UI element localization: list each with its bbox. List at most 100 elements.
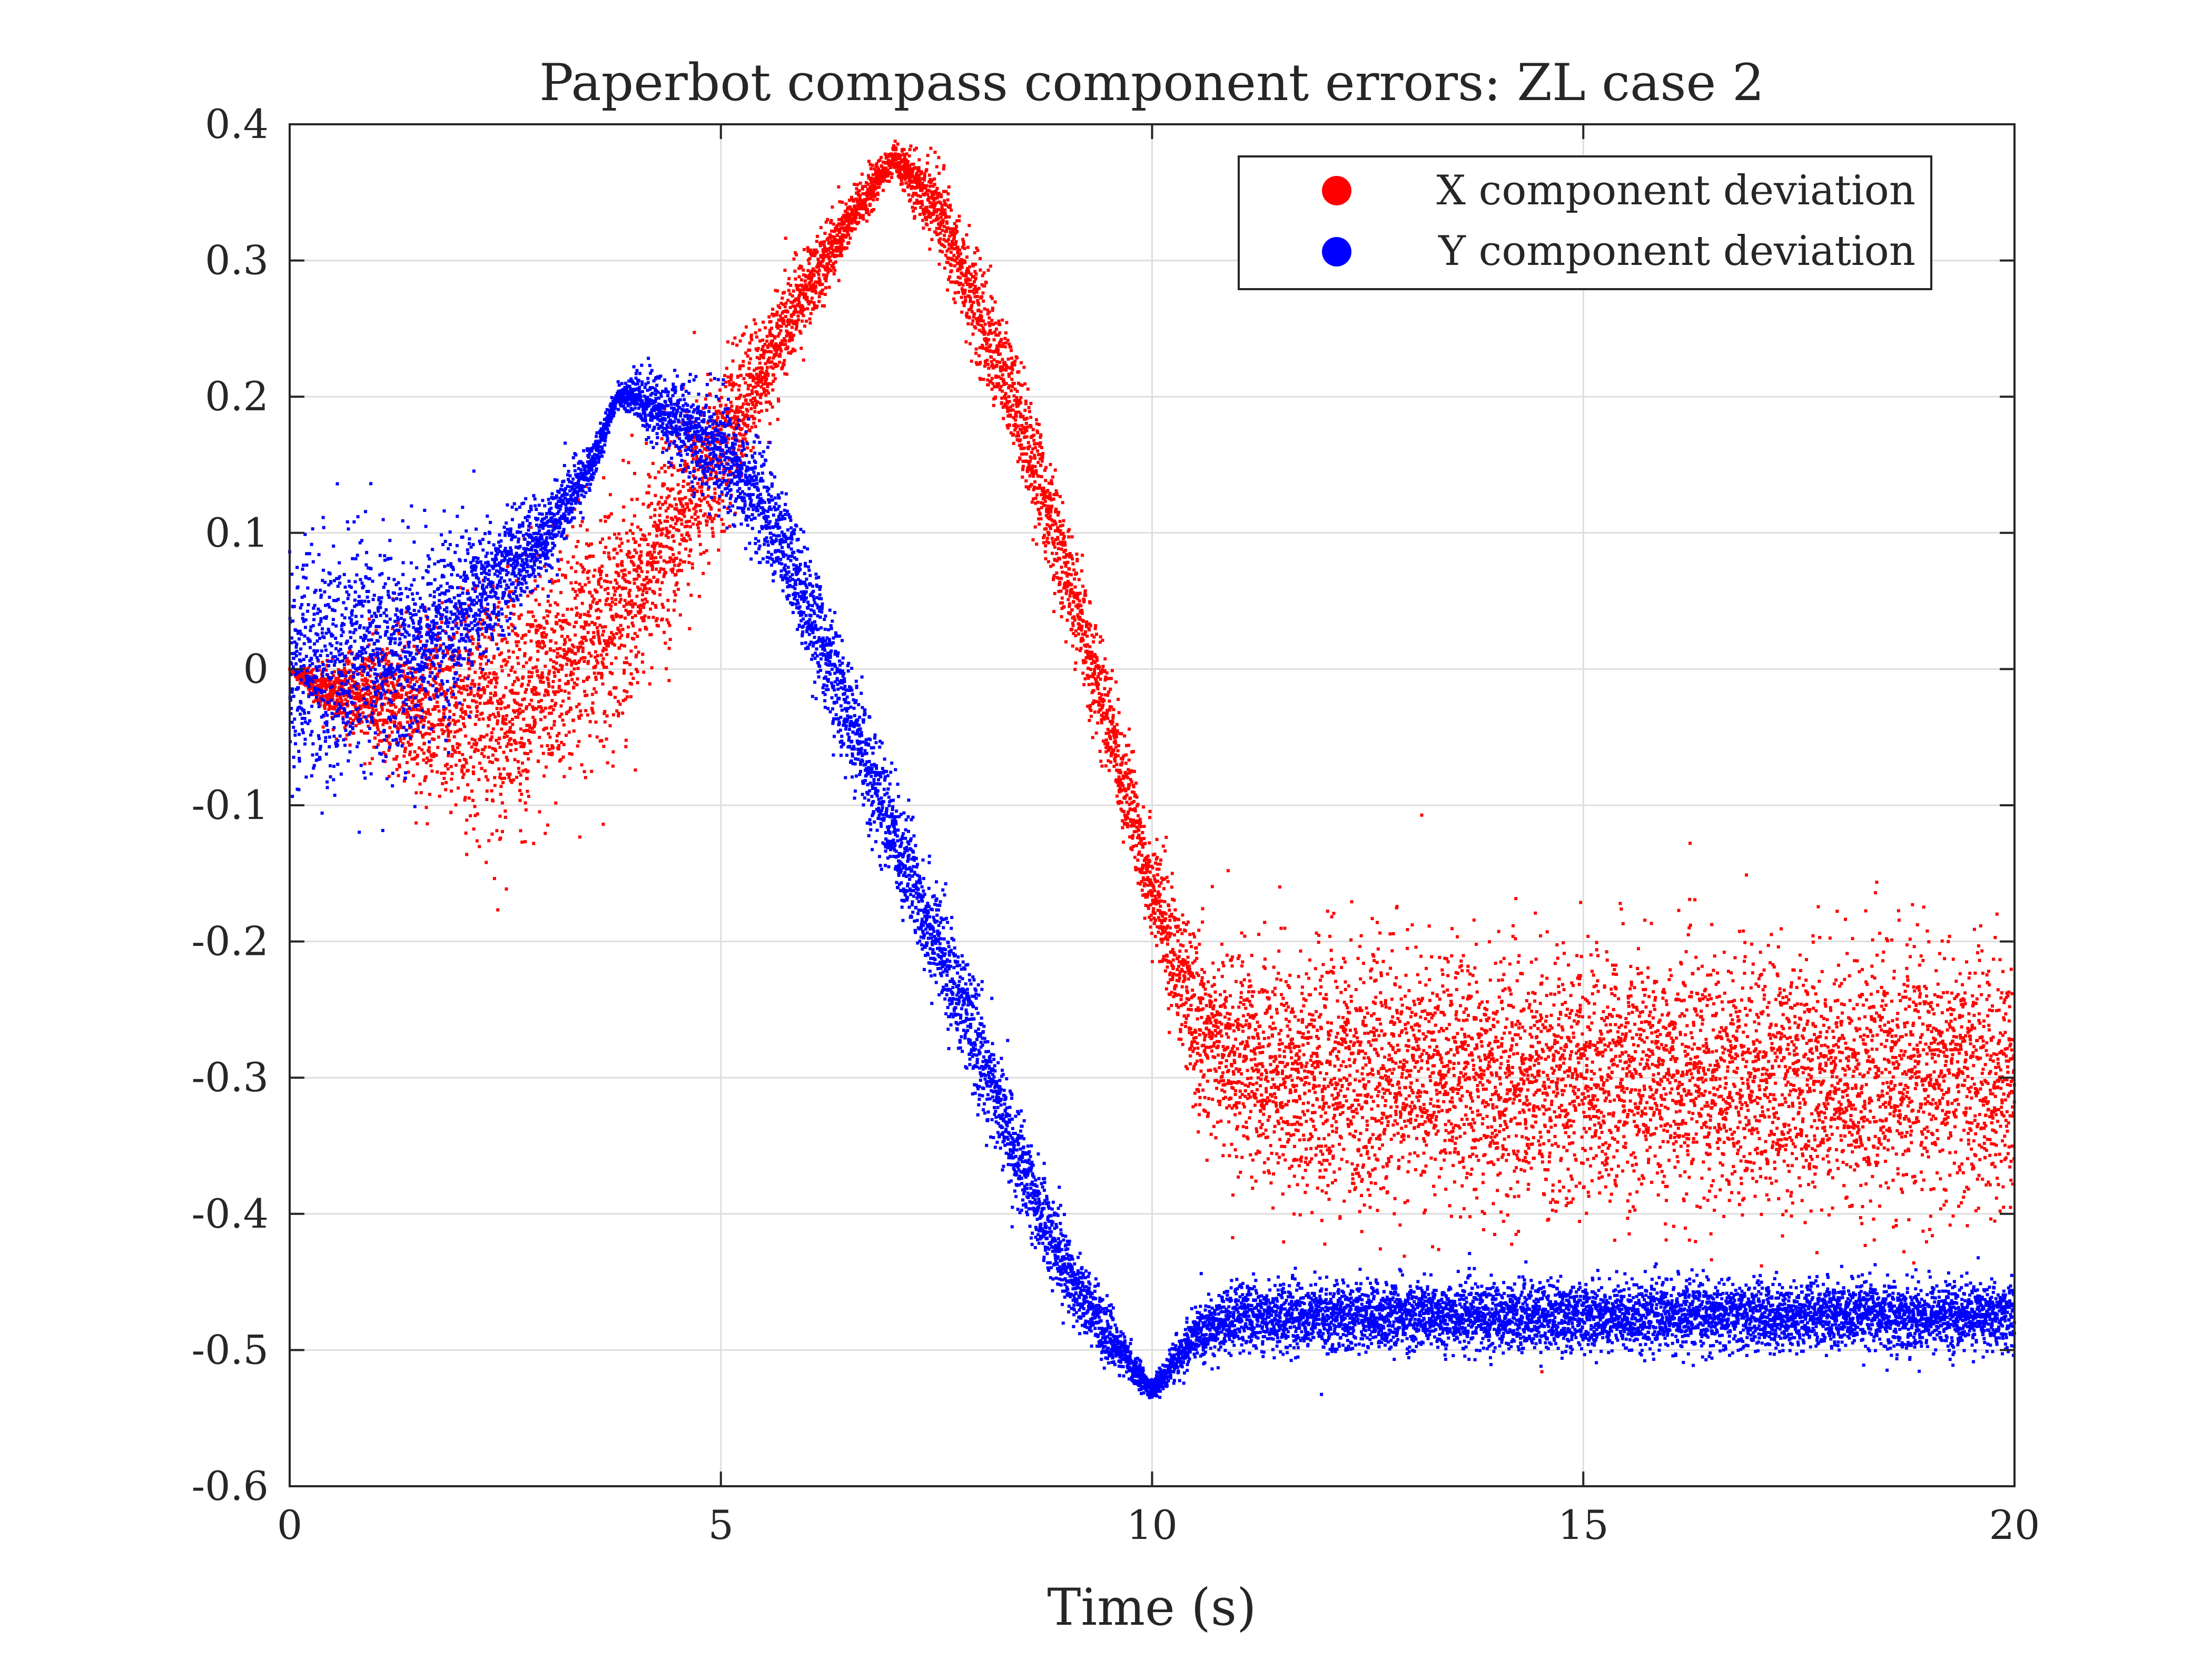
data-point <box>506 565 509 568</box>
data-point <box>823 293 827 296</box>
data-point <box>837 254 841 258</box>
data-point <box>769 320 773 323</box>
data-point <box>333 670 337 674</box>
data-point <box>835 228 838 232</box>
data-point <box>566 682 570 685</box>
data-point <box>956 275 960 279</box>
data-point <box>950 263 953 267</box>
data-point <box>867 197 871 201</box>
data-point <box>368 762 372 765</box>
data-point <box>922 211 925 214</box>
data-point <box>496 719 499 723</box>
data-point <box>444 788 448 792</box>
data-point <box>749 399 753 402</box>
data-point <box>531 666 535 670</box>
data-point <box>308 671 311 675</box>
data-point <box>994 395 998 399</box>
data-point <box>562 723 566 727</box>
data-point <box>804 279 807 283</box>
data-point <box>476 812 479 816</box>
data-point <box>744 381 747 384</box>
data-point <box>990 319 994 322</box>
data-point <box>563 638 567 641</box>
data-point <box>448 657 451 661</box>
data-point <box>398 765 401 769</box>
data-point <box>360 678 364 682</box>
data-point <box>847 225 850 229</box>
data-point <box>598 567 601 570</box>
data-point <box>538 603 541 606</box>
data-point <box>584 623 587 627</box>
data-point <box>664 509 668 512</box>
data-point <box>824 276 828 280</box>
data-point <box>324 668 328 672</box>
data-point <box>602 647 606 650</box>
data-point <box>436 635 439 638</box>
data-point <box>393 693 397 696</box>
data-point <box>550 699 554 703</box>
data-point <box>989 349 992 352</box>
data-point <box>375 697 379 700</box>
data-point <box>397 632 401 636</box>
data-point <box>624 616 627 620</box>
data-point <box>525 661 528 665</box>
data-point <box>786 310 789 314</box>
data-point <box>779 319 783 322</box>
data-point <box>588 614 591 618</box>
data-point <box>758 328 762 332</box>
data-point <box>838 222 842 226</box>
data-point <box>678 613 682 617</box>
data-point <box>558 715 562 718</box>
data-point <box>498 776 502 779</box>
data-point <box>977 362 981 366</box>
data-point <box>475 742 479 745</box>
data-point <box>946 261 950 264</box>
data-point <box>628 594 631 598</box>
data-point <box>522 729 526 733</box>
data-point <box>625 552 629 556</box>
data-point <box>844 219 847 222</box>
data-point <box>328 693 331 696</box>
data-point <box>427 759 430 763</box>
data-point <box>925 161 929 165</box>
data-point <box>758 372 762 376</box>
data-point <box>546 676 549 680</box>
data-point <box>412 729 416 733</box>
data-point <box>835 234 839 238</box>
data-point <box>524 633 528 637</box>
data-point <box>817 269 821 272</box>
data-point <box>358 699 361 703</box>
data-point <box>826 236 830 240</box>
data-point <box>722 477 725 480</box>
data-point <box>547 747 551 751</box>
data-point <box>511 624 515 628</box>
data-point <box>677 517 681 520</box>
data-point <box>985 338 989 342</box>
data-point <box>574 662 578 665</box>
data-point <box>447 718 451 721</box>
data-point <box>483 672 487 676</box>
data-point <box>790 325 794 329</box>
data-point <box>523 641 527 645</box>
data-point <box>809 312 813 315</box>
data-point <box>939 215 943 219</box>
data-point <box>968 265 972 269</box>
data-point <box>381 723 385 727</box>
data-point <box>976 322 980 326</box>
data-point <box>767 391 771 395</box>
data-point <box>944 215 948 219</box>
data-point <box>547 672 551 676</box>
data-point <box>690 501 693 505</box>
data-point <box>907 183 911 186</box>
data-point <box>548 669 551 673</box>
data-point <box>976 249 980 252</box>
data-point <box>811 254 814 258</box>
data-point <box>600 674 604 677</box>
data-point <box>379 712 382 716</box>
data-point <box>653 550 656 554</box>
data-point <box>617 712 620 715</box>
data-point <box>405 692 408 695</box>
data-point <box>519 773 522 777</box>
data-point <box>645 563 649 567</box>
data-point <box>500 777 503 781</box>
